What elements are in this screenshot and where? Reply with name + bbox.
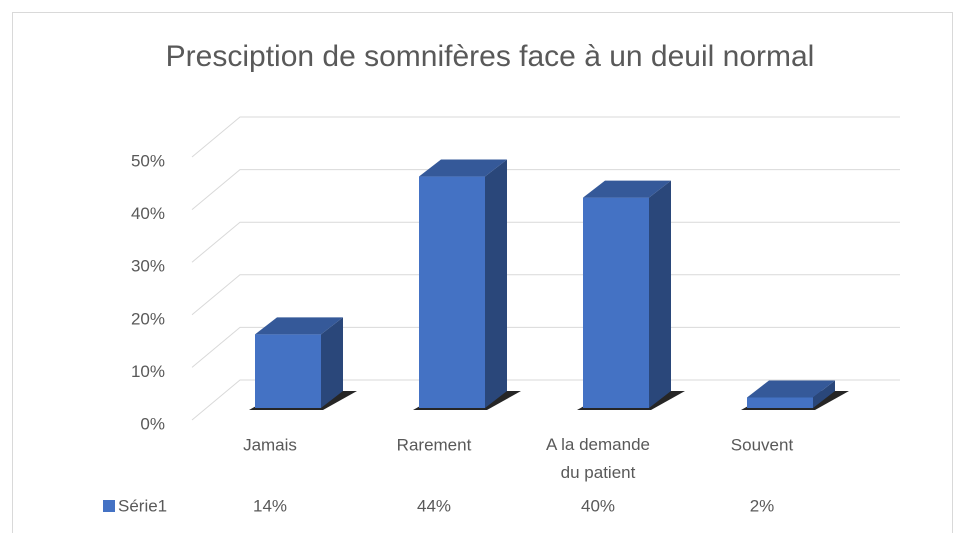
x-tick-label: Souvent bbox=[731, 435, 794, 454]
x-tick-label: Jamais bbox=[243, 435, 297, 454]
bar-front bbox=[419, 176, 485, 408]
y-tick-label: 50% bbox=[131, 151, 165, 170]
x-tick-label: A la demande du patient bbox=[546, 435, 650, 482]
bar-side bbox=[649, 180, 671, 408]
bar-top bbox=[583, 180, 671, 198]
bar bbox=[741, 380, 849, 410]
bar bbox=[413, 159, 521, 410]
bar-side bbox=[485, 159, 507, 408]
x-tick-label: Rarement bbox=[397, 435, 472, 454]
bar-side bbox=[813, 380, 835, 408]
y-tick-label: 20% bbox=[131, 309, 165, 328]
bar-side bbox=[321, 317, 343, 408]
y-tick-label: 0% bbox=[140, 414, 165, 433]
grid-line bbox=[191, 116, 900, 158]
y-tick-label: 30% bbox=[131, 257, 165, 276]
data-table-value: 2% bbox=[750, 496, 775, 515]
grid-line bbox=[191, 274, 900, 316]
grid-line bbox=[191, 379, 900, 421]
bar-front bbox=[747, 397, 813, 408]
bar bbox=[577, 180, 685, 410]
bar-top bbox=[255, 317, 343, 335]
y-tick-label: 10% bbox=[131, 362, 165, 381]
data-table-value: 40% bbox=[581, 496, 615, 515]
bar-front bbox=[255, 334, 321, 408]
grid-line bbox=[191, 326, 900, 368]
y-tick-label: 40% bbox=[131, 204, 165, 223]
data-table-value: 44% bbox=[417, 496, 451, 515]
grid-line bbox=[191, 221, 900, 263]
grid-line bbox=[191, 169, 900, 210]
legend-label: Série1 bbox=[118, 496, 167, 515]
chart-title: Presciption de somnifères face à un deui… bbox=[166, 40, 815, 73]
bar-front bbox=[583, 197, 649, 408]
bar-top bbox=[419, 159, 507, 177]
legend-swatch bbox=[103, 500, 115, 512]
bar bbox=[249, 317, 357, 410]
bar-top bbox=[747, 380, 835, 398]
data-table-value: 14% bbox=[253, 496, 287, 515]
